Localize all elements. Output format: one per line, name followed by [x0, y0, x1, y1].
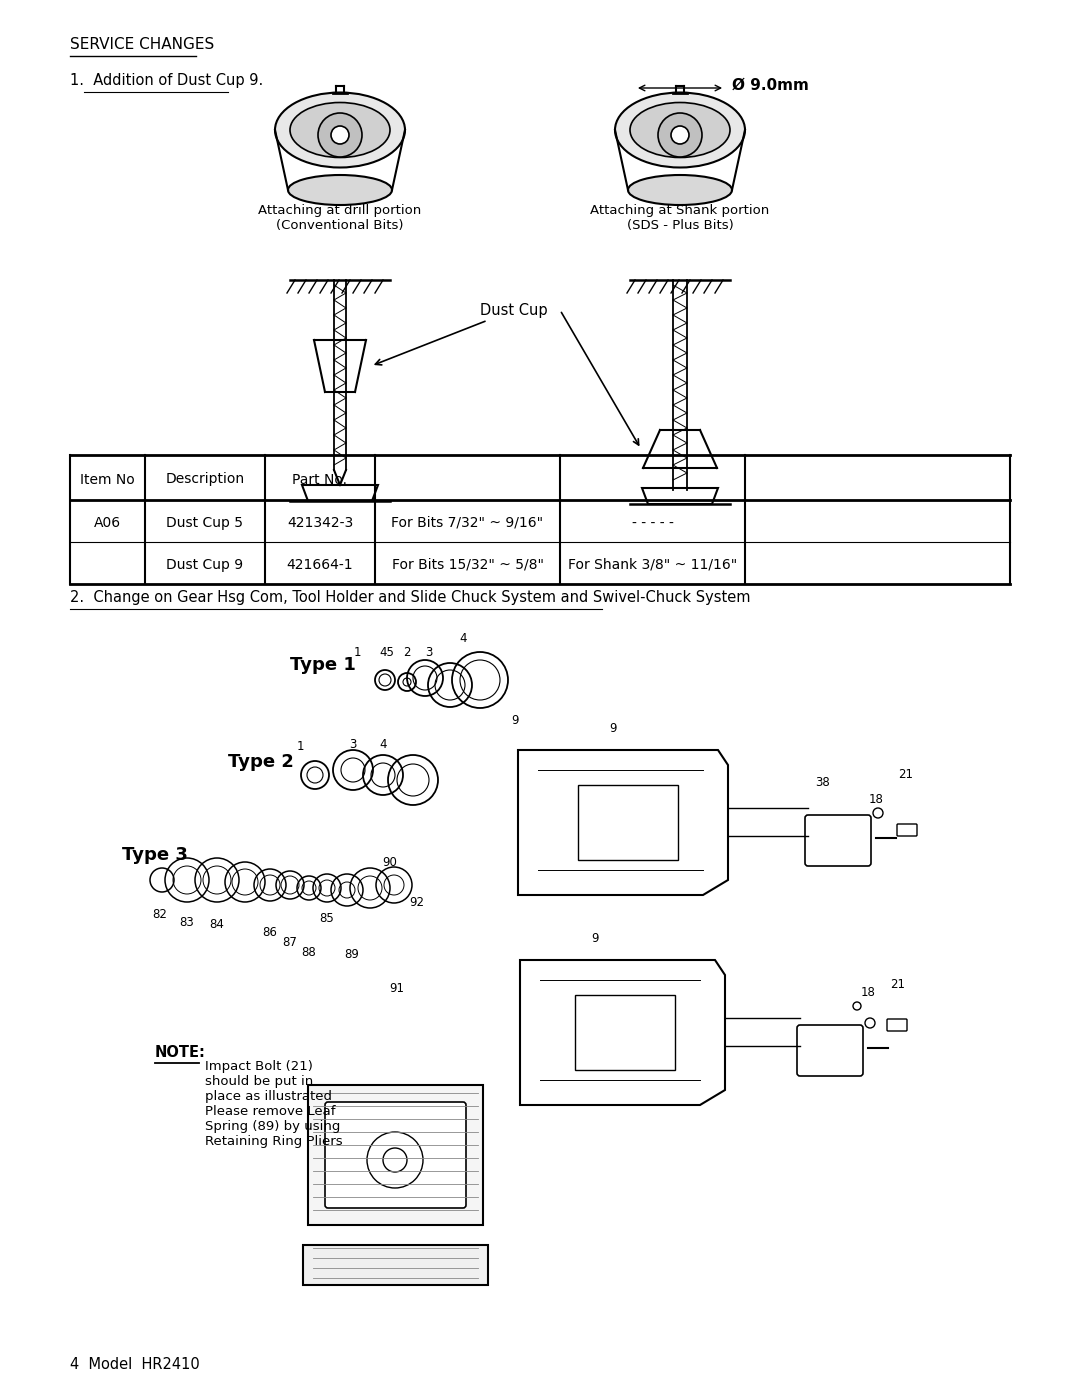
Text: 2.  Change on Gear Hsg Com, Tool Holder and Slide Chuck System and Swivel-Chuck : 2. Change on Gear Hsg Com, Tool Holder a… [70, 590, 751, 605]
Text: 85: 85 [320, 911, 335, 925]
Text: 45: 45 [379, 645, 394, 658]
Text: 21: 21 [899, 768, 914, 781]
Text: 3: 3 [426, 645, 433, 658]
Text: SERVICE CHANGES: SERVICE CHANGES [70, 36, 214, 52]
Text: For Bits 7/32" ~ 9/16": For Bits 7/32" ~ 9/16" [391, 515, 543, 529]
Text: 86: 86 [262, 925, 278, 939]
Text: 3: 3 [349, 739, 356, 752]
Text: 4: 4 [459, 631, 467, 644]
Text: 1: 1 [296, 740, 303, 753]
Text: 18: 18 [861, 986, 876, 999]
Text: 92: 92 [409, 895, 424, 908]
Text: Attaching at Shank portion
(SDS - Plus Bits): Attaching at Shank portion (SDS - Plus B… [591, 204, 770, 232]
Text: 1.  Addition of Dust Cup 9.: 1. Addition of Dust Cup 9. [70, 73, 264, 88]
Ellipse shape [630, 102, 730, 158]
FancyBboxPatch shape [303, 1245, 488, 1285]
Text: 38: 38 [815, 775, 831, 789]
Text: Item No: Item No [80, 472, 135, 486]
Text: 4: 4 [379, 739, 387, 752]
Text: 2: 2 [403, 645, 410, 658]
Text: Dust Cup 9: Dust Cup 9 [166, 557, 244, 571]
Ellipse shape [288, 175, 392, 205]
Text: Dust Cup 5: Dust Cup 5 [166, 515, 243, 529]
Text: 421664-1: 421664-1 [286, 557, 353, 571]
Ellipse shape [627, 175, 732, 205]
Text: 83: 83 [179, 915, 194, 929]
Text: A06: A06 [94, 515, 121, 529]
Text: For Bits 15/32" ~ 5/8": For Bits 15/32" ~ 5/8" [391, 557, 543, 571]
Text: Type 1: Type 1 [291, 657, 356, 673]
Text: 1: 1 [353, 645, 361, 658]
Text: 87: 87 [283, 936, 297, 949]
Text: 84: 84 [210, 918, 225, 932]
Text: Description: Description [165, 472, 244, 486]
Text: 421342-3: 421342-3 [287, 515, 353, 529]
FancyBboxPatch shape [308, 1085, 483, 1225]
Text: 21: 21 [891, 978, 905, 990]
Ellipse shape [291, 102, 390, 158]
Text: 18: 18 [868, 793, 883, 806]
Circle shape [671, 126, 689, 144]
Text: 9: 9 [591, 932, 598, 944]
Text: Attaching at drill portion
(Conventional Bits): Attaching at drill portion (Conventional… [258, 204, 421, 232]
Text: Impact Bolt (21)
should be put in
place as illustrated
Please remove Leaf
Spring: Impact Bolt (21) should be put in place … [205, 1060, 342, 1148]
Text: 4  Model  HR2410: 4 Model HR2410 [70, 1356, 200, 1372]
Circle shape [318, 113, 362, 156]
Text: Type 2: Type 2 [228, 753, 294, 771]
Circle shape [330, 126, 349, 144]
Text: - - - - -: - - - - - [632, 515, 674, 529]
Text: 82: 82 [152, 908, 167, 922]
Circle shape [658, 113, 702, 156]
Text: 88: 88 [301, 946, 316, 958]
Text: 91: 91 [390, 982, 405, 995]
Text: 9: 9 [609, 722, 617, 735]
Text: 90: 90 [382, 855, 397, 869]
Text: Type 3: Type 3 [122, 847, 188, 863]
Text: 9: 9 [511, 714, 518, 726]
Ellipse shape [615, 92, 745, 168]
FancyBboxPatch shape [325, 1102, 465, 1208]
Text: 89: 89 [345, 949, 360, 961]
Text: For Shank 3/8" ~ 11/16": For Shank 3/8" ~ 11/16" [568, 557, 738, 571]
Text: Dust Cup: Dust Cup [376, 303, 548, 365]
Ellipse shape [275, 92, 405, 168]
Text: NOTE:: NOTE: [156, 1045, 206, 1060]
Text: Part No.: Part No. [293, 472, 348, 486]
Text: Ø 9.0mm: Ø 9.0mm [732, 77, 809, 92]
